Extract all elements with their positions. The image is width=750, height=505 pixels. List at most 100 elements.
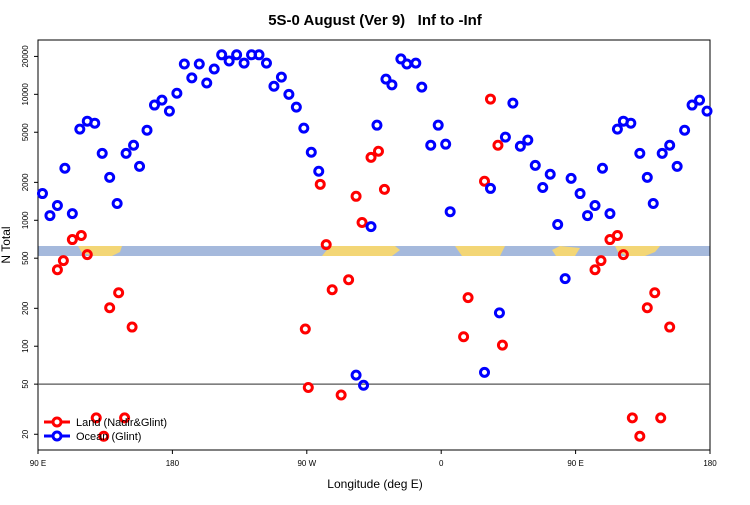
point: [604, 208, 616, 220]
point: [611, 123, 623, 135]
y-axis-label: N Total: [0, 226, 13, 263]
point: [128, 139, 140, 151]
point: [260, 57, 272, 69]
point: [89, 117, 101, 129]
land: [78, 246, 122, 256]
legend-marker: [51, 416, 63, 428]
point: [335, 389, 347, 401]
legend-marker: [51, 430, 63, 442]
y-tick-label: 100: [21, 339, 30, 353]
point: [134, 160, 146, 172]
x-tick-label: 90 W: [297, 459, 316, 468]
point: [59, 162, 71, 174]
x-tick-label: 90 E: [30, 459, 46, 468]
point: [522, 134, 534, 146]
point: [74, 123, 86, 135]
point: [595, 255, 607, 267]
point: [290, 101, 302, 113]
point: [371, 119, 383, 131]
point: [113, 287, 125, 299]
point: [655, 412, 667, 424]
point: [36, 188, 48, 200]
point: [537, 182, 549, 194]
point: [641, 302, 653, 314]
y-tick-label: 1000: [21, 211, 30, 229]
point: [350, 190, 362, 202]
point: [479, 366, 491, 378]
point: [253, 49, 265, 61]
point: [596, 162, 608, 174]
point: [163, 105, 175, 117]
point: [231, 49, 243, 61]
point: [701, 105, 713, 117]
x-tick-label: 90 E: [567, 459, 583, 468]
point: [283, 88, 295, 100]
point: [625, 117, 637, 129]
point: [507, 97, 519, 109]
y-tick-label: 500: [21, 251, 30, 265]
point: [299, 323, 311, 335]
point: [499, 131, 511, 143]
point: [178, 58, 190, 70]
point: [365, 221, 377, 233]
point: [126, 321, 138, 333]
point: [634, 147, 646, 159]
point: [186, 72, 198, 84]
point: [462, 292, 474, 304]
land: [322, 246, 400, 256]
x-axis-label: Longitude (deg E): [327, 477, 422, 491]
point: [96, 147, 108, 159]
point: [305, 146, 317, 158]
point: [171, 87, 183, 99]
x-tick-label: 180: [166, 459, 180, 468]
point: [66, 208, 78, 220]
point: [90, 412, 102, 424]
point: [201, 77, 213, 89]
land: [552, 246, 580, 256]
point: [484, 93, 496, 105]
point: [529, 159, 541, 171]
point: [298, 122, 310, 134]
x-tick-label: 0: [439, 459, 444, 468]
point: [141, 124, 153, 136]
point: [686, 99, 698, 111]
point: [380, 73, 392, 85]
point: [378, 183, 390, 195]
point: [75, 230, 87, 242]
point: [268, 80, 280, 92]
y-tick-label: 50: [21, 379, 30, 388]
point: [617, 249, 629, 261]
point: [634, 430, 646, 442]
y-tick-label: 10000: [21, 83, 30, 106]
y-tick-label: 20000: [21, 45, 30, 68]
point: [51, 200, 63, 212]
point: [626, 412, 638, 424]
point: [104, 171, 116, 183]
point: [326, 284, 338, 296]
point: [589, 200, 601, 212]
point: [104, 302, 116, 314]
point: [51, 264, 63, 276]
point: [358, 379, 370, 391]
y-tick-label: 2000: [21, 173, 30, 191]
point: [81, 249, 93, 261]
point: [365, 151, 377, 163]
point: [664, 139, 676, 151]
point: [119, 412, 131, 424]
point: [582, 210, 594, 222]
point: [493, 307, 505, 319]
point: [386, 79, 398, 91]
point: [496, 339, 508, 351]
point: [98, 430, 110, 442]
point: [216, 49, 228, 61]
point: [544, 168, 556, 180]
point: [552, 219, 564, 231]
point: [514, 140, 526, 152]
point: [356, 217, 368, 229]
point: [343, 274, 355, 286]
point: [44, 210, 56, 222]
point: [156, 94, 168, 106]
point: [320, 239, 332, 251]
point: [313, 165, 325, 177]
